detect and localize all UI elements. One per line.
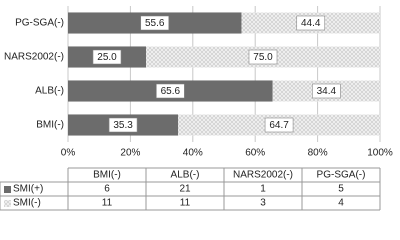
y-tick-label: BMI(-)	[36, 120, 64, 131]
table-cell: 3	[260, 198, 266, 209]
y-tick-label: ALB(-)	[35, 86, 64, 97]
value-label-box	[92, 49, 122, 65]
legend-label: SMI(-)	[13, 198, 41, 209]
table-cell: 5	[338, 184, 344, 195]
table-header: NARS2002(-)	[233, 170, 293, 181]
value-label: 34.4	[317, 86, 337, 97]
y-tick-label: PG-SGA(-)	[15, 18, 64, 29]
value-label: 75.0	[253, 52, 273, 63]
value-label-box	[108, 117, 138, 133]
table-cell: 21	[179, 184, 191, 195]
value-label-box	[264, 117, 294, 133]
value-label: 25.0	[97, 52, 117, 63]
value-label: 55.6	[145, 18, 165, 29]
value-label-box	[296, 15, 326, 31]
x-tick-label: 0%	[61, 148, 76, 159]
y-tick-label: NARS2002(-)	[4, 52, 64, 63]
value-label-box	[312, 83, 341, 99]
x-tick-label: 80%	[308, 148, 328, 159]
table-cell: 4	[338, 198, 344, 209]
value-label-box	[140, 15, 170, 31]
value-label: 44.4	[301, 18, 321, 29]
value-label: 35.3	[113, 120, 133, 131]
table-header: BMI(-)	[93, 170, 121, 181]
x-tick-label: 20%	[120, 148, 140, 159]
x-tick-label: 60%	[245, 148, 265, 159]
table-header: ALB(-)	[171, 170, 200, 181]
x-tick-label: 100%	[367, 148, 393, 159]
x-tick-label: 40%	[183, 148, 203, 159]
legend-label: SMI(+)	[13, 184, 43, 195]
table-cell: 6	[104, 184, 110, 195]
value-label-box	[156, 83, 185, 99]
value-label: 65.6	[161, 86, 181, 97]
legend-swatch	[4, 200, 11, 207]
legend-swatch	[4, 186, 11, 193]
value-label: 64.7	[269, 120, 289, 131]
table-cell: 11	[102, 198, 113, 209]
table-cell: 1	[260, 184, 266, 195]
table-header: PG-SGA(-)	[317, 170, 366, 181]
table-cell: 11	[180, 198, 191, 209]
value-label-box	[248, 49, 278, 65]
